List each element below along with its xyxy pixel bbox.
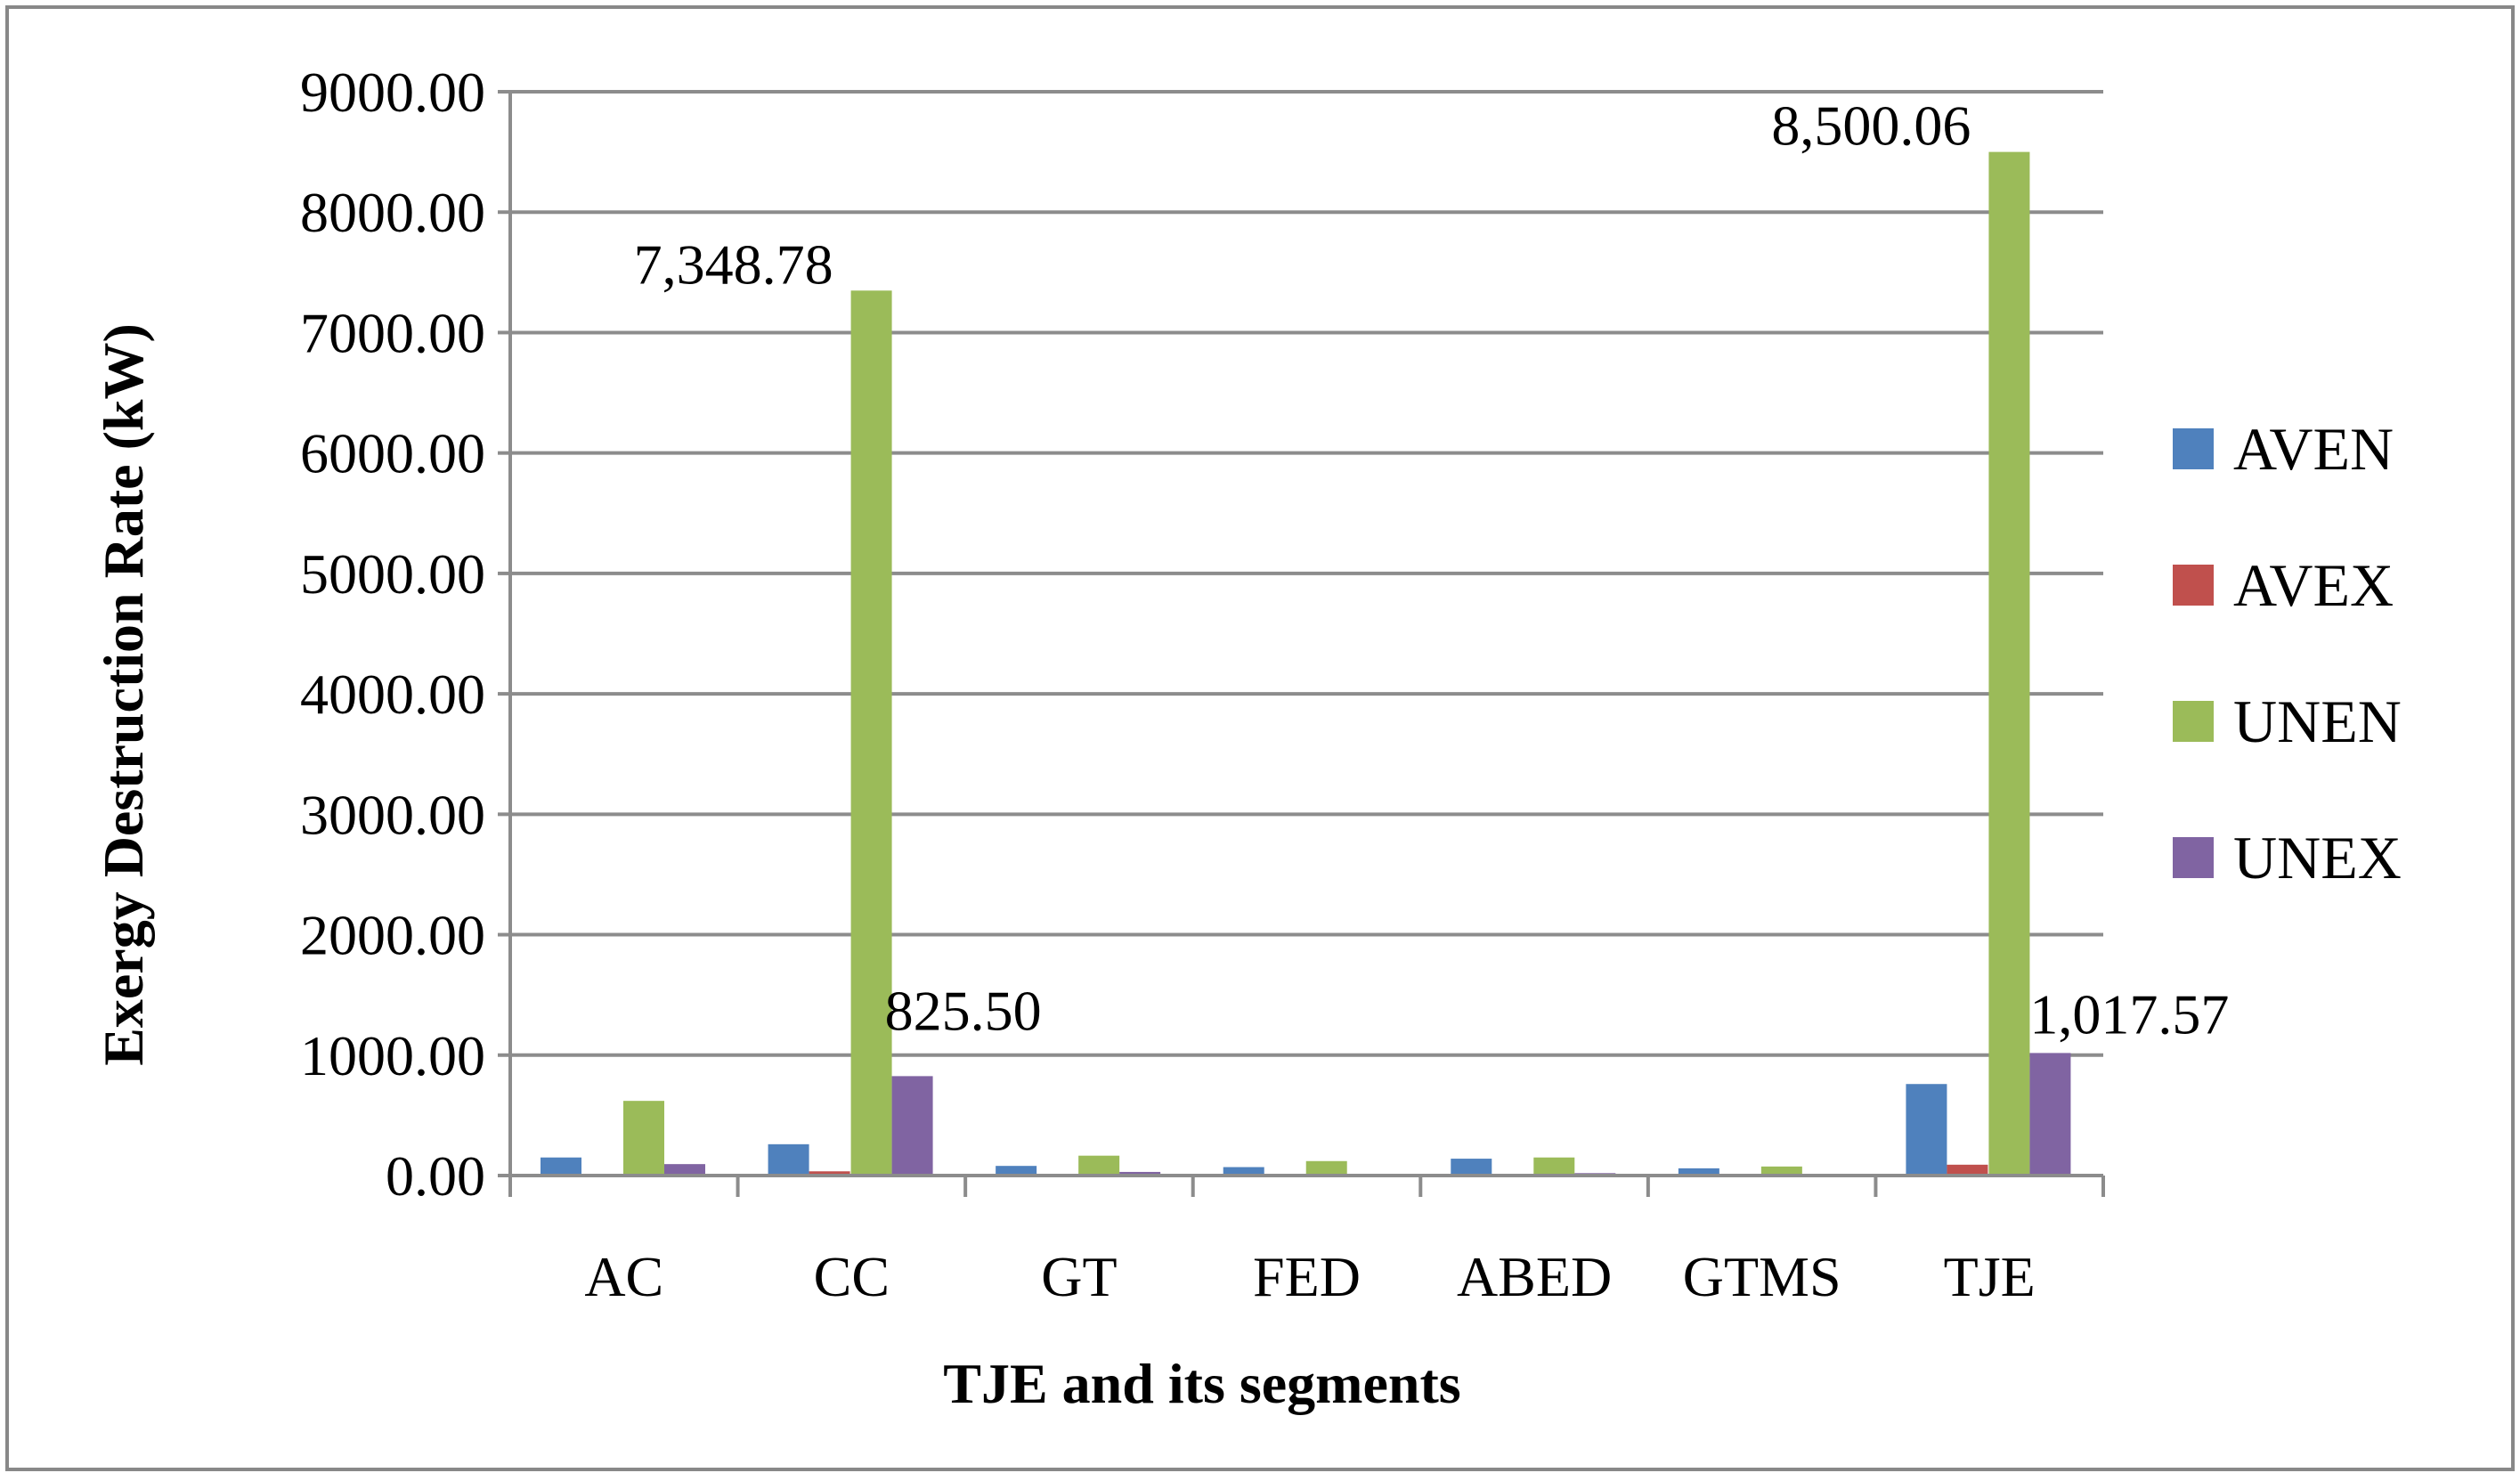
legend-label: UNEX: [2233, 824, 2402, 891]
x-tick-label: GTMS: [1683, 1245, 1841, 1308]
y-tick-label: 2000.00: [300, 904, 485, 967]
bar-unen: [1988, 152, 2029, 1176]
bar-aven: [1451, 1159, 1492, 1176]
legend-label: AVEN: [2233, 415, 2394, 483]
data-label: 7,348.78: [634, 232, 833, 296]
bar-unen: [851, 290, 892, 1176]
x-tick-label: TJE: [1944, 1245, 2036, 1308]
bar-aven: [541, 1158, 581, 1176]
y-tick-label: 9000.00: [300, 61, 485, 124]
bar-aven: [768, 1144, 809, 1176]
x-tick-label: GT: [1041, 1245, 1117, 1308]
legend-swatch-avex: [2173, 565, 2214, 606]
bar-aven: [1906, 1084, 1947, 1176]
bar-unex: [2029, 1053, 2070, 1176]
y-axis-title: Exergy Destruction Rate (kW): [92, 323, 155, 1066]
x-axis-title: TJE and its segments: [943, 1352, 1460, 1415]
legend-label: UNEN: [2233, 688, 2402, 755]
legend-swatch-unen: [2173, 701, 2214, 742]
y-tick-label: 8000.00: [300, 181, 485, 244]
x-tick-label: FED: [1253, 1245, 1361, 1308]
bar-unex: [892, 1076, 933, 1176]
y-tick-label: 5000.00: [300, 542, 485, 606]
y-tick-label: 7000.00: [300, 301, 485, 364]
bar-unen: [1533, 1158, 1574, 1176]
x-tick-label: AC: [584, 1245, 663, 1308]
y-tick-label: 0.00: [386, 1144, 485, 1208]
data-label: 825.50: [885, 979, 1042, 1042]
legend-label: AVEX: [2233, 551, 2394, 619]
x-tick-label: ABED: [1457, 1245, 1612, 1308]
y-tick-label: 1000.00: [300, 1024, 485, 1087]
y-tick-label: 3000.00: [300, 783, 485, 846]
legend-swatch-unex: [2173, 837, 2214, 878]
x-tick-label: CC: [814, 1245, 890, 1308]
bar-unen: [623, 1101, 664, 1176]
y-tick-label: 6000.00: [300, 422, 485, 485]
bar-unen: [1078, 1156, 1119, 1176]
data-label: 1,017.57: [2029, 982, 2229, 1046]
y-tick-label: 4000.00: [300, 663, 485, 726]
legend-swatch-aven: [2173, 428, 2214, 469]
bar-unen: [1306, 1161, 1347, 1176]
data-label: 8,500.06: [1771, 94, 1971, 158]
